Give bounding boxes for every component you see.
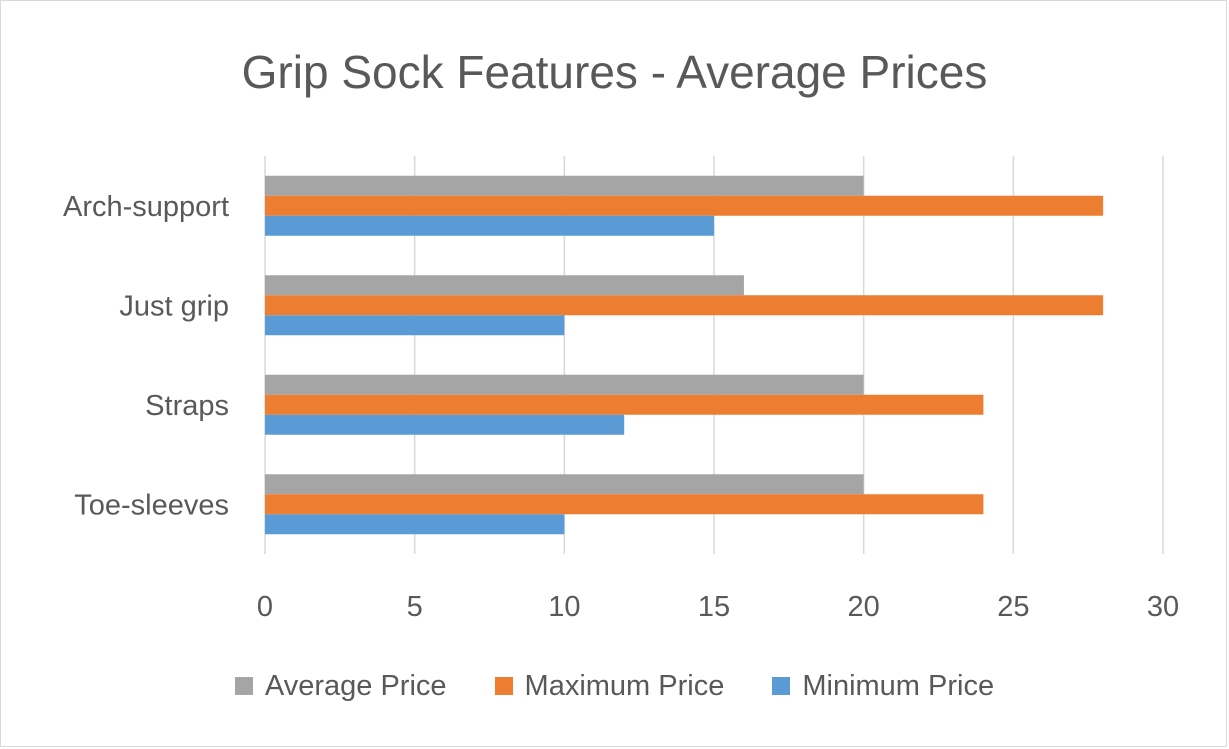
chart-title: Grip Sock Features - Average Prices [241, 46, 988, 98]
category-label: Just grip [119, 290, 229, 322]
legend-label-minimum: Minimum Price [802, 669, 995, 702]
legend-label-average: Average Price [264, 669, 447, 702]
x-tick-label: 15 [698, 591, 730, 623]
x-tick-label: 0 [257, 591, 273, 623]
bar-minimum-price-just-grip [265, 315, 565, 336]
legend-item-maximum: Maximum Price [494, 669, 725, 703]
legend-swatch-minimum [772, 677, 791, 695]
legend: Average Price Maximum Price Minimum Pric… [0, 666, 1229, 706]
legend-item-minimum: Minimum Price [772, 670, 994, 703]
legend-item-average: Average Price [234, 669, 447, 703]
bar-average-price-arch-support [265, 175, 864, 196]
bar-average-price-just-grip [265, 275, 744, 296]
bar-maximum-price-straps [265, 394, 984, 415]
x-tick-label: 30 [1147, 591, 1179, 623]
x-tick-label: 20 [848, 591, 880, 623]
bar-minimum-price-straps [265, 414, 625, 435]
category-labels: Arch-support Just grip Straps Toe-sleeves [63, 191, 229, 522]
bar-average-price-straps [265, 374, 864, 395]
bar-maximum-price-toe-sleeves [265, 494, 984, 515]
x-tick-label: 5 [407, 591, 423, 623]
x-tick-label: 25 [997, 591, 1029, 623]
bar-maximum-price-arch-support [265, 195, 1104, 216]
category-label: Arch-support [63, 191, 229, 223]
x-tick-label: 10 [548, 591, 580, 623]
bar-average-price-toe-sleeves [265, 474, 864, 495]
legend-swatch-maximum [494, 677, 513, 695]
bar-maximum-price-just-grip [265, 295, 1104, 316]
x-tick-labels: 0 5 10 15 20 25 30 [257, 591, 1179, 623]
bar-minimum-price-arch-support [265, 215, 714, 236]
bars-group [265, 175, 1104, 535]
category-label: Straps [145, 390, 229, 422]
legend-swatch-average [234, 677, 253, 695]
category-label: Toe-sleeves [74, 489, 229, 521]
legend-label-maximum: Maximum Price [524, 669, 725, 702]
bar-minimum-price-toe-sleeves [265, 514, 565, 535]
